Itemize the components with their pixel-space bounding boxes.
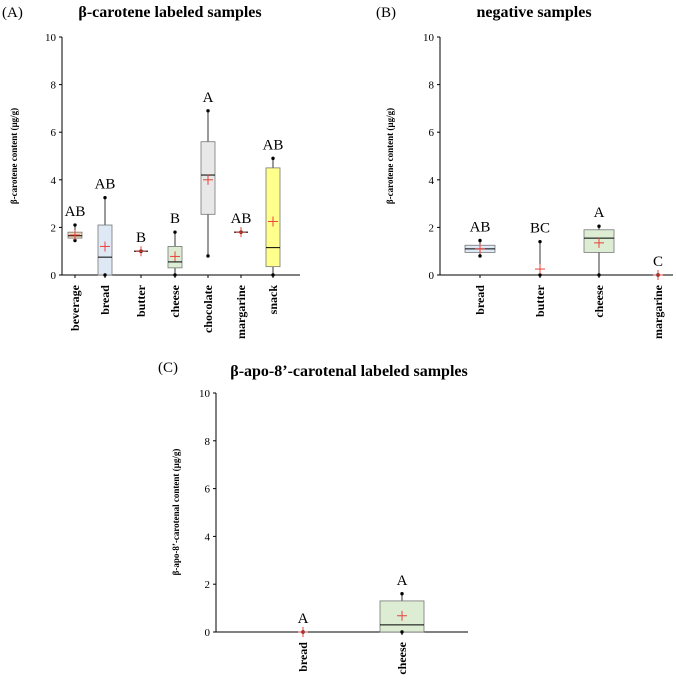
min-point [478, 254, 482, 258]
min-point [538, 273, 542, 277]
significance-letter: C [653, 254, 663, 270]
y-tick-label: 4 [429, 175, 435, 187]
y-axis-label: β-carotene content (µg/g) [385, 108, 395, 204]
x-tick-label: snack [266, 285, 280, 315]
panel-label: (B) [376, 5, 396, 21]
significance-letter: A [397, 573, 408, 589]
min-point [73, 238, 77, 243]
panel-label: (C) [158, 360, 178, 376]
y-tick-label: 6 [51, 127, 57, 139]
max-point [400, 592, 404, 596]
x-tick-label: margarine [234, 284, 248, 339]
min-point [400, 630, 404, 634]
x-tick-label: margarine [651, 284, 665, 339]
max-point [103, 195, 107, 200]
y-tick-label: 6 [429, 127, 435, 139]
y-tick-label: 8 [429, 80, 435, 92]
min-point [103, 273, 107, 277]
x-tick-label: cheese [395, 641, 409, 674]
x-tick-label: butter [134, 284, 148, 317]
max-point [597, 224, 601, 228]
min-point [206, 254, 210, 258]
x-tick-label: beverage [68, 284, 82, 331]
chart-title: β-apo-8’-carotenal labeled samples [230, 363, 467, 380]
y-tick-label: 2 [429, 222, 435, 234]
significance-letter: AB [231, 211, 252, 227]
max-point [173, 230, 177, 234]
max-point [271, 156, 275, 161]
x-tick-label: cheese [168, 284, 182, 317]
x-tick-label: butter [533, 284, 547, 317]
x-tick-label: bread [98, 285, 112, 315]
x-tick-label: bread [296, 642, 310, 672]
x-tick-label: cheese [592, 284, 606, 317]
significance-letter: BC [530, 221, 550, 237]
max-point [478, 238, 482, 243]
y-tick-label: 0 [51, 270, 57, 282]
significance-letter: AB [470, 219, 491, 235]
significance-letter: A [298, 611, 309, 627]
significance-letter: AB [95, 177, 116, 193]
min-point [173, 273, 177, 277]
y-tick-label: 0 [205, 627, 211, 639]
min-point [271, 273, 275, 277]
min-point [597, 273, 601, 277]
y-tick-label: 10 [423, 32, 435, 44]
y-tick-label: 2 [205, 579, 211, 591]
panel-c: (C) β-apo-8’-carotenal labeled samples β-a… [158, 360, 468, 675]
significance-letter: AB [263, 137, 284, 153]
y-tick-label: 8 [205, 436, 211, 448]
significance-letter: B [136, 230, 146, 246]
panel-a: (A) β-carotene labeled samples β-carotene … [2, 4, 300, 339]
significance-letter: AB [65, 204, 86, 220]
x-tick-label: bread [473, 285, 487, 315]
panel-b: (B) negative samples β-carotene content (µ… [376, 4, 673, 339]
max-point [538, 239, 542, 244]
y-axis-label: β-carotene content (µg/g) [9, 108, 19, 204]
x-tick-label: chocolate [201, 284, 215, 333]
significance-letter: A [594, 205, 605, 221]
chart-title: β-carotene labeled samples [78, 4, 261, 21]
panel-label: (A) [2, 5, 23, 21]
significance-letter: A [203, 90, 214, 106]
y-tick-label: 6 [205, 484, 211, 496]
y-tick-label: 4 [51, 175, 57, 187]
y-tick-label: 10 [199, 388, 211, 400]
significance-letter: B [170, 211, 180, 227]
y-tick-label: 2 [51, 222, 57, 234]
max-point [73, 223, 77, 227]
y-tick-label: 0 [429, 270, 435, 282]
chart-title: negative samples [476, 4, 591, 21]
y-tick-label: 10 [45, 32, 57, 44]
y-tick-label: 8 [51, 80, 57, 92]
y-axis-label: β-apo-8’-carotenal content (µg/g) [171, 449, 181, 576]
max-point [206, 109, 210, 113]
y-tick-label: 4 [205, 531, 211, 543]
